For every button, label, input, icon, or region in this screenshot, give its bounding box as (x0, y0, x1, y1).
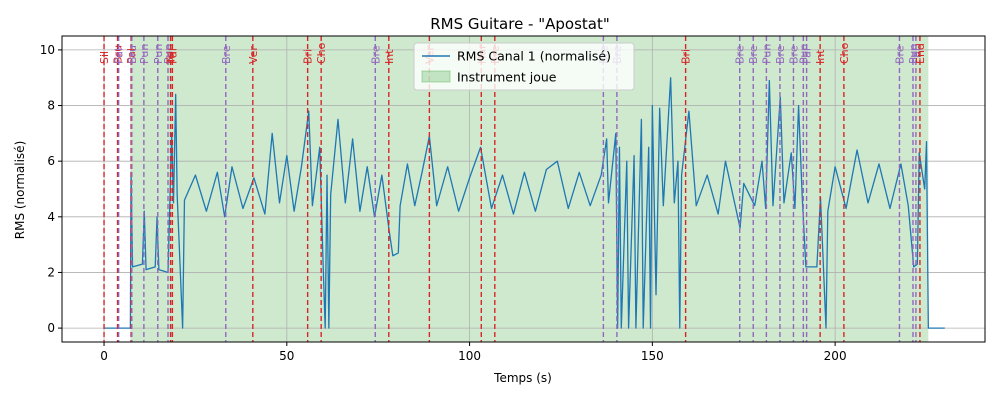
event-marker-label: Pun (760, 44, 773, 64)
event-marker-label: Pun (152, 44, 165, 64)
series-layer (104, 77, 945, 329)
y-tick-label: 8 (47, 99, 55, 113)
event-marker-label: Cho (315, 42, 328, 64)
x-tick-label: 50 (279, 349, 294, 363)
legend-box (413, 42, 635, 91)
y-tick-label: 10 (40, 43, 55, 57)
x-axis-label: Temps (s) (493, 371, 552, 385)
y-tick-label: 6 (47, 154, 55, 168)
legend-series-label: RMS Canal 1 (normalisé) (457, 49, 611, 64)
event-marker-label: Pun (907, 44, 920, 64)
event-marker-label: Bre (747, 45, 760, 64)
event-marker-label: Bre (893, 45, 906, 64)
event-marker-label: Bre (787, 45, 800, 64)
event-marker-label: Pun (138, 44, 151, 64)
series-line (104, 77, 945, 329)
x-tick-label: 100 (458, 349, 481, 363)
y-axis-label: RMS (normalisé) (13, 141, 27, 240)
y-tick-label: 4 (47, 210, 55, 224)
event-marker-label: Pal (113, 48, 126, 64)
event-marker-label: Bre (734, 45, 747, 64)
event-marker-label: Bre (369, 45, 382, 64)
event-marker-label: Sil (98, 51, 111, 64)
y-tick-label: 0 (47, 321, 55, 335)
legend-shade-label: Instrument joue (457, 70, 557, 85)
event-marker-label: Ver (247, 46, 260, 64)
y-tick-label: 2 (47, 265, 55, 279)
marker-layer: SilBruPalPalBruPunPunPunTriPalBreVerBriC… (98, 36, 927, 342)
event-marker-label: Pal (166, 48, 179, 64)
event-marker-label: Int (383, 49, 396, 64)
x-tick-label: 200 (824, 349, 847, 363)
event-marker-label: Bre (220, 45, 233, 64)
x-tick-label: 150 (641, 349, 664, 363)
event-marker-label: Int (814, 49, 827, 64)
legend-shade-swatch (421, 70, 451, 83)
chart-title: RMS Guitare - "Apostat" (430, 15, 610, 33)
legend: RMS Canal 1 (normalisé) Instrument joue (413, 42, 635, 91)
event-marker-label: Cho (838, 42, 851, 64)
axis-ticks: 0 50 100 150 200 0 2 4 6 8 10 (40, 43, 847, 363)
event-marker-label: Bre (774, 45, 787, 64)
event-marker-label: End (914, 43, 927, 64)
x-tick-label: 0 (100, 349, 108, 363)
event-marker-label: Tri (165, 51, 178, 65)
event-marker-label: Bri (302, 49, 315, 64)
event-marker-label: Bru (126, 45, 139, 64)
event-marker-label: Bri (680, 49, 693, 64)
event-marker-label: Pal (801, 48, 814, 64)
plot-frame (61, 35, 986, 343)
